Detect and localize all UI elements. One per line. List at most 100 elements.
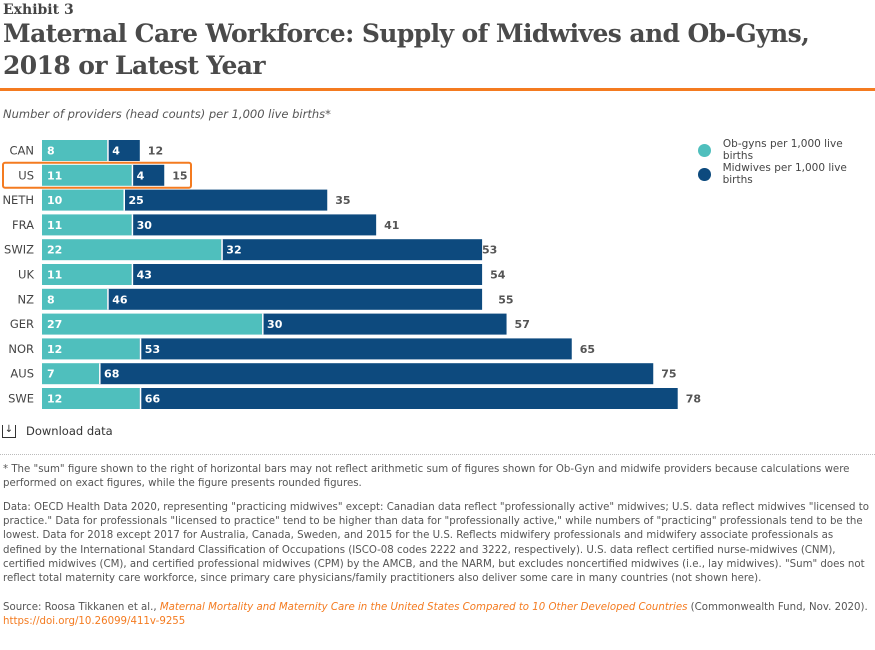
- legend-label: Midwives per 1,000 live births: [722, 162, 847, 186]
- bar-obgyn: [42, 164, 132, 186]
- total-label: 54: [490, 269, 506, 282]
- bar-obgyn: [42, 140, 108, 161]
- bar-obgyn: [42, 264, 132, 285]
- data-label: 46: [112, 293, 128, 306]
- source-title-link[interactable]: Maternal Mortality and Maternity Care in…: [159, 602, 688, 613]
- legend-label: Ob-gyns per 1,000 live births: [722, 138, 843, 162]
- legend-item-midwives: Midwives per 1,000 live births: [698, 162, 875, 186]
- chart-title: Maternal Care Workforce: Supply of Midwi…: [3, 19, 810, 80]
- bar-obgyn: [42, 388, 140, 409]
- bar-midwives: [221, 239, 483, 261]
- data-label: 66: [145, 393, 161, 406]
- data-label: 30: [267, 318, 283, 331]
- data-label: 25: [129, 194, 144, 207]
- bar-separator: [139, 388, 142, 409]
- exhibit-label: Exhibit 3: [3, 2, 74, 18]
- data-label: 11: [47, 169, 62, 182]
- category-label: NZ: [18, 292, 35, 306]
- bar-obgyn: [42, 189, 124, 211]
- total-label: 53: [482, 244, 497, 257]
- download-label: Download data: [26, 424, 113, 438]
- category-label: AUS: [10, 367, 34, 381]
- source-prefix: Source: Roosa Tikkanen et al.,: [3, 602, 160, 613]
- category-label: CAN: [10, 144, 35, 158]
- bar-separator: [131, 164, 134, 186]
- bar-separator: [123, 189, 125, 211]
- data-label: 4: [112, 145, 120, 158]
- data-label: 11: [47, 219, 62, 232]
- source-note: Source: Roosa Tikkanen et al., Maternal …: [3, 601, 871, 629]
- category-label: UK: [18, 268, 34, 282]
- bar-obgyn: [42, 288, 108, 310]
- data-note: Data: OECD Health Data 2020, representin…: [3, 502, 869, 585]
- category-label: NOR: [8, 342, 34, 356]
- chart-subtitle: Number of providers (head counts) per 1,…: [3, 107, 331, 121]
- bar-midwives: [131, 164, 165, 186]
- bar-midwives: [107, 288, 483, 310]
- data-label: 8: [47, 145, 55, 158]
- data-label: 68: [104, 368, 119, 381]
- category-label: NETH: [2, 193, 34, 207]
- bar-obgyn: [42, 363, 100, 385]
- data-label: 22: [47, 244, 62, 257]
- bar-obgyn: [42, 338, 140, 360]
- source-suffix: (Commonwealth Fund, Nov. 2020).: [687, 602, 868, 613]
- bar-separator: [107, 288, 109, 310]
- data-label: 27: [47, 318, 62, 331]
- download-icon: ↓: [2, 424, 16, 438]
- data-label: 10: [47, 194, 63, 207]
- data-label: 32: [226, 244, 241, 257]
- category-label: GER: [10, 317, 34, 331]
- bar-obgyn: [42, 239, 222, 261]
- legend-item-obgyn: Ob-gyns per 1,000 live births: [698, 138, 875, 162]
- total-label: 78: [686, 393, 701, 406]
- data-label: 4: [137, 169, 145, 182]
- category-label: FRA: [12, 218, 34, 232]
- doi-link[interactable]: https://doi.org/10.26099/411v-9255: [3, 616, 186, 628]
- bar-midwives: [139, 388, 678, 409]
- bar-separator: [99, 363, 101, 385]
- data-label: 30: [137, 219, 153, 232]
- bar-midwives: [123, 189, 328, 211]
- bar-midwives: [107, 140, 140, 161]
- bar-midwives: [139, 338, 572, 360]
- footnote: * The "sum" figure shown to the right of…: [3, 464, 850, 490]
- bar-separator: [221, 239, 223, 261]
- legend-swatch-midwives: [698, 167, 711, 181]
- data-label: 8: [47, 293, 55, 306]
- category-label: SWIZ: [4, 243, 34, 257]
- bar-midwives: [131, 214, 377, 236]
- data-label: 43: [137, 269, 152, 282]
- bar-separator: [131, 214, 134, 236]
- total-label: 41: [384, 219, 399, 232]
- data-label: 12: [47, 343, 62, 356]
- bar-midwives: [131, 264, 483, 285]
- download-data-button[interactable]: ↓ Download data: [2, 424, 113, 438]
- total-label: 35: [335, 194, 350, 207]
- total-label: 75: [661, 368, 676, 381]
- title-divider: [0, 88, 875, 91]
- total-label: 55: [498, 293, 513, 306]
- bar-midwives: [99, 363, 654, 385]
- data-label: 12: [47, 393, 62, 406]
- bar-obgyn: [42, 214, 132, 236]
- bar-separator: [107, 140, 109, 161]
- total-label: 57: [515, 318, 530, 331]
- total-label: 65: [580, 343, 595, 356]
- data-label: 53: [145, 343, 160, 356]
- bar-obgyn: [42, 313, 263, 335]
- data-label: 7: [47, 368, 55, 381]
- dotted-divider: [0, 454, 875, 455]
- highlight-box: [2, 161, 192, 189]
- legend-swatch-obgyn: [698, 143, 711, 157]
- bar-separator: [262, 313, 264, 335]
- total-label: 12: [148, 145, 163, 158]
- total-label: 15: [172, 169, 187, 182]
- data-label: 11: [47, 269, 62, 282]
- bar-midwives: [262, 313, 507, 335]
- category-label: US: [18, 168, 34, 182]
- bar-separator: [131, 264, 134, 285]
- bar-separator: [139, 338, 142, 360]
- category-label: SWE: [8, 392, 34, 406]
